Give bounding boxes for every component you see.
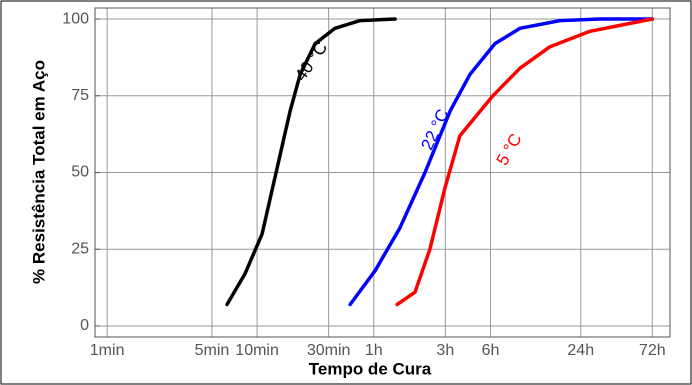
- x-tick-label: 24h: [567, 342, 594, 359]
- x-axis-label: Tempo de Cura: [309, 359, 432, 378]
- x-tick-label: 6h: [482, 342, 500, 359]
- x-tick-label: 3h: [436, 342, 454, 359]
- x-tick-label: 1h: [365, 342, 383, 359]
- plot-frame: [94, 7, 671, 338]
- line: [348, 17, 655, 307]
- y-tick-label: 100: [62, 10, 89, 27]
- line: [395, 17, 655, 307]
- x-tick-label: 72h: [639, 342, 666, 359]
- x-tick-label: 30min: [307, 342, 351, 359]
- y-axis-label: % Resistência Total em Aço: [29, 60, 48, 284]
- x-tick-label: 1min: [90, 342, 125, 359]
- y-tick-label: 75: [71, 87, 89, 104]
- x-tick-label: 5min: [195, 342, 230, 359]
- y-tick-label: 0: [80, 317, 89, 334]
- line: [225, 17, 397, 307]
- y-tick-label: 25: [71, 240, 89, 257]
- y-tick-label: 50: [71, 164, 89, 181]
- x-tick-label: 10min: [235, 342, 279, 359]
